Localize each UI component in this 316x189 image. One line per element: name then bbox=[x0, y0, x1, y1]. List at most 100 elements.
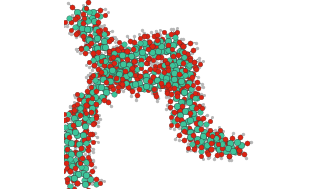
Point bbox=[82, 49, 88, 52]
Point bbox=[228, 158, 234, 161]
Point bbox=[198, 63, 203, 66]
Point bbox=[82, 182, 88, 185]
Point bbox=[191, 143, 197, 146]
Point bbox=[198, 121, 203, 124]
Point bbox=[116, 53, 121, 56]
Point bbox=[155, 70, 160, 73]
Point bbox=[75, 16, 80, 19]
Point bbox=[141, 31, 146, 34]
Point bbox=[159, 37, 164, 40]
Point bbox=[190, 112, 195, 115]
Point bbox=[171, 111, 176, 114]
Point bbox=[248, 140, 253, 143]
Point bbox=[192, 66, 197, 69]
Point bbox=[98, 71, 103, 74]
Point bbox=[178, 73, 183, 76]
Point bbox=[216, 125, 221, 129]
Point bbox=[176, 139, 181, 142]
Point bbox=[78, 165, 83, 168]
Point bbox=[52, 144, 58, 147]
Point bbox=[91, 147, 96, 150]
Point bbox=[126, 77, 131, 80]
Point bbox=[188, 130, 193, 133]
Point bbox=[106, 39, 111, 42]
Point bbox=[133, 64, 138, 67]
Point bbox=[175, 92, 180, 95]
Point bbox=[143, 57, 148, 60]
Point bbox=[81, 34, 86, 37]
Point bbox=[123, 80, 128, 83]
Point bbox=[108, 56, 113, 59]
Point bbox=[75, 10, 80, 13]
Point bbox=[208, 130, 213, 133]
Point bbox=[191, 102, 197, 105]
Point bbox=[67, 110, 72, 113]
Point bbox=[199, 154, 204, 157]
Point bbox=[80, 123, 85, 126]
Point bbox=[123, 69, 128, 72]
Point bbox=[106, 50, 112, 53]
Point bbox=[170, 27, 175, 30]
Point bbox=[171, 74, 176, 77]
Point bbox=[175, 95, 180, 98]
Point bbox=[179, 90, 184, 93]
Point bbox=[216, 143, 221, 146]
Point bbox=[219, 133, 224, 136]
Point bbox=[78, 21, 83, 24]
Point bbox=[102, 71, 107, 74]
Point bbox=[104, 73, 109, 76]
Point bbox=[80, 32, 85, 35]
Point bbox=[87, 39, 92, 42]
Point bbox=[216, 135, 221, 138]
Point bbox=[89, 60, 94, 63]
Point bbox=[143, 71, 148, 74]
Point bbox=[57, 141, 62, 144]
Point bbox=[70, 14, 75, 17]
Point bbox=[126, 64, 131, 67]
Point bbox=[172, 83, 177, 86]
Point bbox=[128, 82, 133, 85]
Point bbox=[180, 69, 185, 72]
Point bbox=[187, 112, 192, 115]
Point bbox=[193, 91, 198, 94]
Point bbox=[102, 13, 107, 16]
Point bbox=[199, 83, 204, 86]
Point bbox=[133, 99, 138, 102]
Point bbox=[170, 42, 175, 45]
Point bbox=[89, 101, 94, 104]
Point bbox=[168, 93, 173, 96]
Point bbox=[189, 115, 194, 118]
Point bbox=[75, 182, 80, 185]
Point bbox=[121, 43, 126, 46]
Point bbox=[155, 79, 160, 82]
Point bbox=[83, 124, 88, 127]
Point bbox=[120, 54, 125, 57]
Point bbox=[53, 123, 58, 126]
Point bbox=[76, 153, 81, 156]
Point bbox=[165, 48, 170, 51]
Point bbox=[107, 76, 112, 79]
Point bbox=[79, 147, 84, 150]
Point bbox=[206, 129, 211, 132]
Point bbox=[91, 159, 96, 162]
Point bbox=[158, 88, 163, 91]
Point bbox=[218, 129, 223, 132]
Point bbox=[158, 81, 163, 84]
Point bbox=[207, 139, 212, 142]
Point bbox=[105, 69, 110, 72]
Point bbox=[71, 128, 76, 131]
Point bbox=[147, 68, 152, 71]
Point bbox=[80, 157, 85, 160]
Point bbox=[72, 104, 77, 107]
Point bbox=[164, 62, 169, 65]
Point bbox=[237, 151, 242, 154]
Point bbox=[80, 140, 85, 143]
Point bbox=[68, 130, 73, 133]
Point bbox=[186, 120, 191, 123]
Point bbox=[52, 131, 57, 134]
Point bbox=[158, 56, 163, 59]
Point bbox=[172, 33, 177, 36]
Point bbox=[182, 90, 187, 93]
Point bbox=[178, 89, 183, 92]
Point bbox=[72, 150, 77, 153]
